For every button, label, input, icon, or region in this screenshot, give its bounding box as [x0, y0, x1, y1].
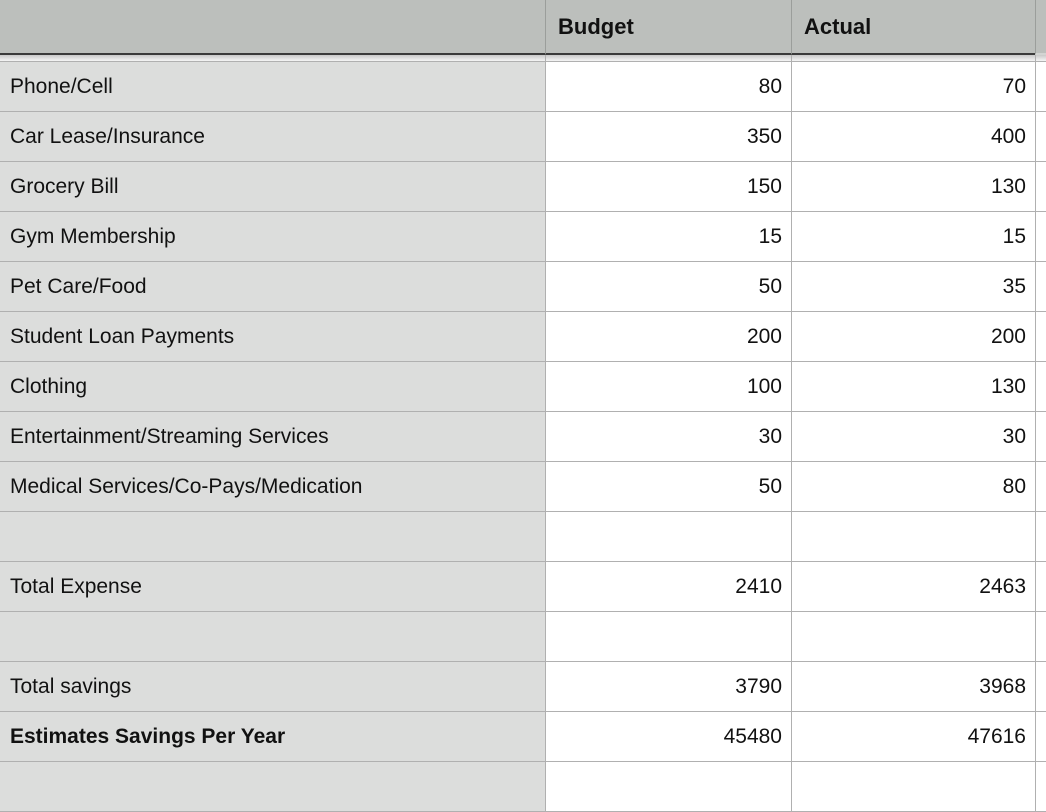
budget-value-cell[interactable]: 200: [545, 312, 791, 361]
budget-value-cell[interactable]: [545, 762, 791, 811]
row-label-cell[interactable]: Student Loan Payments: [0, 312, 545, 361]
row-label-cell[interactable]: Pet Care/Food: [0, 262, 545, 311]
overflow-cell[interactable]: [1035, 312, 1046, 361]
actual-value-cell[interactable]: 3968: [791, 662, 1035, 711]
table-row: Clothing 100 130: [0, 362, 1046, 412]
row-label-cell[interactable]: [0, 512, 545, 561]
table-row: Estimates Savings Per Year 45480 47616: [0, 712, 1046, 762]
budget-value-cell[interactable]: [545, 512, 791, 561]
budget-value-cell[interactable]: 30: [545, 412, 791, 461]
gap-overflow-segment: [1035, 55, 1046, 61]
row-label-cell[interactable]: [0, 762, 545, 811]
table-row: Total savings 3790 3968: [0, 662, 1046, 712]
actual-value-cell[interactable]: 35: [791, 262, 1035, 311]
row-label-cell[interactable]: Entertainment/Streaming Services: [0, 412, 545, 461]
actual-value-cell[interactable]: 80: [791, 462, 1035, 511]
overflow-cell[interactable]: [1035, 562, 1046, 611]
table-row: Gym Membership 15 15: [0, 212, 1046, 262]
actual-value-cell[interactable]: 30: [791, 412, 1035, 461]
table-row: [0, 512, 1046, 562]
table-row: [0, 612, 1046, 662]
row-label-cell[interactable]: [0, 612, 545, 661]
table-row: Car Lease/Insurance 350 400: [0, 112, 1046, 162]
actual-value-cell[interactable]: 2463: [791, 562, 1035, 611]
overflow-cell[interactable]: [1035, 462, 1046, 511]
overflow-cell[interactable]: [1035, 212, 1046, 261]
budget-value-cell[interactable]: 100: [545, 362, 791, 411]
overflow-cell[interactable]: [1035, 762, 1046, 811]
header-cell-actual[interactable]: Actual: [791, 0, 1035, 55]
overflow-cell[interactable]: [1035, 412, 1046, 461]
overflow-cell[interactable]: [1035, 662, 1046, 711]
actual-value-cell[interactable]: 130: [791, 362, 1035, 411]
row-label-cell[interactable]: Medical Services/Co-Pays/Medication: [0, 462, 545, 511]
table-row: Pet Care/Food 50 35: [0, 262, 1046, 312]
budget-value-cell[interactable]: 50: [545, 462, 791, 511]
budget-value-cell[interactable]: 2410: [545, 562, 791, 611]
overflow-cell[interactable]: [1035, 512, 1046, 561]
gap-label-segment: [0, 55, 545, 61]
table-row: Grocery Bill 150 130: [0, 162, 1046, 212]
table-row: Entertainment/Streaming Services 30 30: [0, 412, 1046, 462]
row-label-cell[interactable]: Grocery Bill: [0, 162, 545, 211]
budget-value-cell[interactable]: 50: [545, 262, 791, 311]
row-label-cell[interactable]: Gym Membership: [0, 212, 545, 261]
header-cell-budget[interactable]: Budget: [545, 0, 791, 55]
table-row: Student Loan Payments 200 200: [0, 312, 1046, 362]
budget-value-cell[interactable]: 45480: [545, 712, 791, 761]
overflow-cell[interactable]: [1035, 112, 1046, 161]
overflow-cell[interactable]: [1035, 612, 1046, 661]
actual-value-cell[interactable]: [791, 762, 1035, 811]
gap-budget-segment: [545, 55, 791, 61]
row-label-cell[interactable]: Total savings: [0, 662, 545, 711]
budget-value-cell[interactable]: 3790: [545, 662, 791, 711]
actual-value-cell[interactable]: 70: [791, 62, 1035, 111]
row-label-cell[interactable]: Phone/Cell: [0, 62, 545, 111]
actual-value-cell[interactable]: 400: [791, 112, 1035, 161]
actual-value-cell[interactable]: [791, 512, 1035, 561]
budget-value-cell[interactable]: 150: [545, 162, 791, 211]
overflow-cell[interactable]: [1035, 262, 1046, 311]
overflow-cell[interactable]: [1035, 712, 1046, 761]
actual-value-cell[interactable]: 130: [791, 162, 1035, 211]
table-row: Medical Services/Co-Pays/Medication 50 8…: [0, 462, 1046, 512]
table-body: Phone/Cell 80 70 Car Lease/Insurance 350…: [0, 62, 1046, 812]
budget-value-cell[interactable]: 80: [545, 62, 791, 111]
table-row: Total Expense 2410 2463: [0, 562, 1046, 612]
gap-actual-segment: [791, 55, 1035, 61]
row-label-cell[interactable]: Clothing: [0, 362, 545, 411]
budget-value-cell[interactable]: 350: [545, 112, 791, 161]
header-cell-row-labels[interactable]: [0, 0, 545, 55]
actual-value-cell[interactable]: [791, 612, 1035, 661]
budget-value-cell[interactable]: 15: [545, 212, 791, 261]
overflow-cell[interactable]: [1035, 362, 1046, 411]
header-body-gap: [0, 55, 1046, 62]
row-label-cell[interactable]: Estimates Savings Per Year: [0, 712, 545, 761]
overflow-cell[interactable]: [1035, 162, 1046, 211]
overflow-cell[interactable]: [1035, 62, 1046, 111]
actual-value-cell[interactable]: 200: [791, 312, 1035, 361]
row-label-cell[interactable]: Total Expense: [0, 562, 545, 611]
actual-value-cell[interactable]: 15: [791, 212, 1035, 261]
table-row: [0, 762, 1046, 812]
row-label-cell[interactable]: Car Lease/Insurance: [0, 112, 545, 161]
actual-value-cell[interactable]: 47616: [791, 712, 1035, 761]
table-header-row: Budget Actual: [0, 0, 1046, 55]
header-cell-overflow[interactable]: [1035, 0, 1046, 55]
table-row: Phone/Cell 80 70: [0, 62, 1046, 112]
budget-value-cell[interactable]: [545, 612, 791, 661]
